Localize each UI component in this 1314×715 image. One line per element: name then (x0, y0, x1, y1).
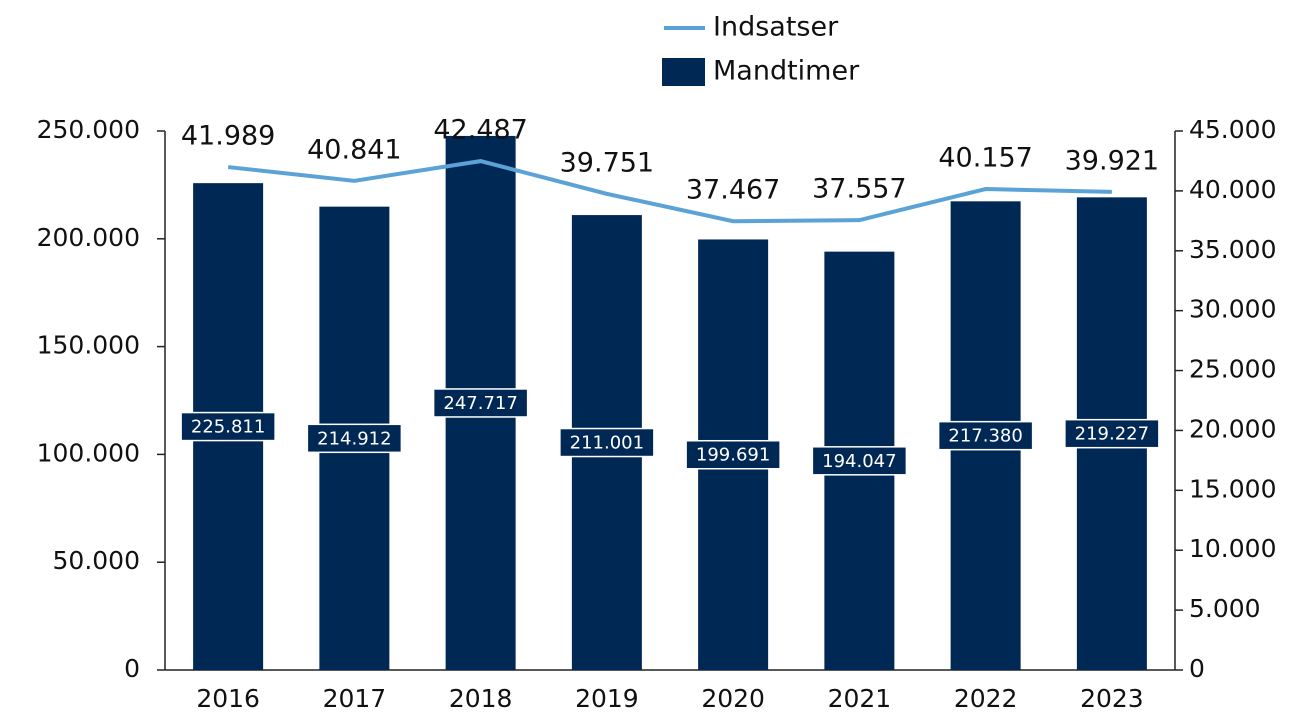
y-tick-label: 150.000 (37, 331, 140, 360)
y2-tick-label: 30.000 (1189, 295, 1276, 324)
x-tick-label: 2018 (449, 684, 513, 713)
bar-label-box (180, 411, 276, 442)
line-label: 37.557 (812, 174, 906, 205)
y2-tick-label: 40.000 (1189, 175, 1276, 204)
line-label: 39.751 (560, 147, 654, 178)
y2-tick-label: 35.000 (1189, 235, 1276, 264)
bar-label: 194.047 (822, 451, 896, 472)
line (227, 159, 1112, 224)
bar-label-box (559, 427, 655, 458)
legend-label: Indsatser (713, 12, 839, 43)
line-label: 40.841 (307, 134, 401, 165)
y-tick-label: 250.000 (37, 115, 140, 144)
y2-tick-label: 20.000 (1189, 414, 1276, 443)
y2-tick-label: 0 (1189, 654, 1205, 683)
bar-label: 214.912 (317, 428, 391, 449)
bar-label: 225.811 (191, 417, 265, 438)
bar-label-box (1064, 418, 1160, 449)
y-tick-label: 200.000 (37, 223, 140, 252)
bar-label-box (306, 423, 403, 454)
y-tick-label: 50.000 (53, 546, 140, 575)
line-label: 42.487 (433, 115, 527, 146)
bar-label: 199.691 (696, 445, 770, 466)
bar-label-box (432, 388, 529, 418)
line-label: 37.467 (686, 175, 780, 206)
bar-label: 217.380 (948, 426, 1022, 447)
bar-label-box (685, 439, 781, 470)
y2-tick-label: 15.000 (1189, 474, 1276, 503)
x-tick-label: 2017 (323, 684, 387, 713)
x-tick-label: 2023 (1080, 684, 1144, 713)
legend-swatch (662, 58, 705, 86)
x-tick-label: 2019 (575, 684, 639, 713)
bar-label-box (937, 420, 1034, 451)
x-tick-label: 2022 (954, 684, 1018, 713)
line-label: 41.989 (181, 121, 275, 152)
x-tick-label: 2021 (828, 684, 892, 713)
x-tick-label: 2016 (196, 684, 260, 713)
y2-tick-label: 5.000 (1189, 594, 1261, 623)
line-label: 39.921 (1065, 145, 1159, 176)
y-tick-label: 100.000 (37, 438, 140, 467)
bar-label: 219.227 (1075, 424, 1149, 445)
x-tick-label: 2020 (701, 684, 765, 713)
bar-label: 211.001 (570, 433, 644, 454)
y2-tick-label: 25.000 (1189, 355, 1276, 384)
bar-label: 247.717 (443, 393, 517, 414)
legend-label: Mandtimer (713, 56, 860, 87)
line-label: 40.157 (938, 143, 1032, 174)
y-tick-label: 0 (124, 654, 140, 683)
y2-tick-label: 10.000 (1189, 534, 1276, 563)
y2-tick-label: 45.000 (1189, 115, 1276, 144)
bar-label-box (811, 446, 908, 476)
